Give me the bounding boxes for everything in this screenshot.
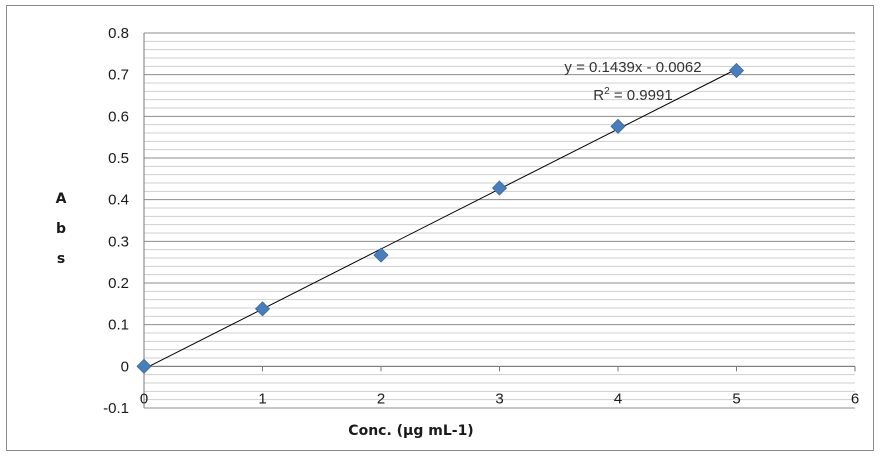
x-tick-label: 1 — [258, 390, 266, 407]
trendline — [144, 69, 737, 369]
y-tick-label: 0.8 — [108, 25, 129, 42]
data-point-marker — [256, 302, 270, 316]
grid-layer — [144, 33, 855, 408]
y-tick-label: 0 — [121, 358, 129, 375]
x-tick-label: 2 — [377, 390, 385, 407]
y-tick-label: 0.1 — [108, 317, 129, 334]
y-tick-label: 0.4 — [108, 192, 129, 209]
y-tick-label: -0.1 — [103, 400, 129, 417]
data-point-marker — [137, 359, 151, 373]
y-axis-title-letter-s: s — [57, 251, 65, 267]
x-tick-label: 5 — [732, 390, 740, 407]
y-tick-label: 0.5 — [108, 150, 129, 167]
x-axis-title: Conc. (µg mL-1) — [348, 423, 473, 439]
y-tick-label: 0.6 — [108, 108, 129, 125]
r-squared-value: = 0.9991 — [610, 87, 673, 104]
y-tick-label: 0.7 — [108, 67, 129, 84]
x-tick-label: 6 — [851, 390, 859, 407]
x-tick-label: 0 — [140, 390, 148, 407]
x-tick-label: 3 — [495, 390, 503, 407]
y-tick-label: 0.2 — [108, 275, 129, 292]
x-tick-label: 4 — [614, 390, 622, 407]
axis-layer — [144, 33, 855, 408]
y-axis-title-letter-b: b — [56, 221, 66, 237]
chart-svg: 0 1 2 3 4 5 6 -0.1 0 0.1 0.2 0.3 0.4 0.5 0.6 0.7 0.8 Con… — [7, 6, 875, 452]
data-point-marker — [730, 64, 744, 78]
y-tick-label: 0.3 — [108, 233, 129, 250]
trendline-equation: y = 0.1439x - 0.0062 — [564, 59, 701, 76]
r-squared-label: R2 = 0.9991 — [593, 86, 672, 104]
trend-layer — [144, 69, 737, 369]
chart-frame: 0 1 2 3 4 5 6 -0.1 0 0.1 0.2 0.3 0.4 0.5 0.6 0.7 0.8 Con… — [6, 5, 874, 451]
y-axis-title-letter-a: A — [56, 191, 67, 207]
data-point-marker — [374, 248, 388, 262]
r-squared-prefix: R — [593, 87, 604, 104]
